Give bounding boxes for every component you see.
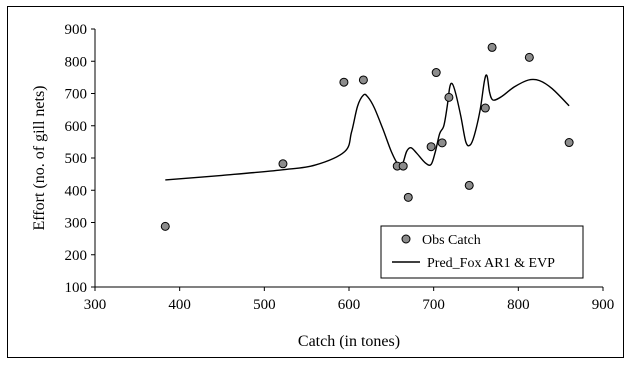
pred-line-series: [165, 74, 570, 181]
obs-catch-point: [487, 42, 497, 52]
y-tick-label: 400: [65, 183, 88, 199]
x-tick-label: 400: [168, 297, 191, 313]
obs-catch-point: [437, 138, 447, 148]
obs-catch-point: [160, 221, 170, 231]
x-tick-label: 800: [507, 297, 530, 313]
y-tick-label: 800: [65, 54, 88, 70]
y-axis-title: Effort (no. of gill nets): [31, 85, 48, 230]
obs-catch-point: [464, 180, 474, 190]
obs-catch-point: [480, 103, 490, 113]
chart-frame: [7, 6, 624, 358]
x-tick-label: 600: [338, 297, 361, 313]
y-tick-label: 100: [65, 280, 88, 296]
y-tick-label: 300: [65, 216, 88, 232]
legend: Obs Catch Pred_Fox AR1 & EVP: [380, 225, 584, 279]
legend-obs-marker: [401, 234, 411, 244]
y-tick-label: 900: [65, 22, 88, 38]
x-tick-label: 900: [592, 297, 615, 313]
obs-catch-point: [403, 192, 413, 202]
y-tick-label: 200: [65, 248, 88, 264]
x-tick-label: 700: [422, 297, 445, 313]
x-axis-title: Catch (in tones): [298, 333, 400, 350]
y-tick-label: 600: [65, 119, 88, 135]
x-tick-label: 500: [253, 297, 276, 313]
legend-box: [380, 225, 584, 279]
y-tick-label: 700: [65, 87, 88, 103]
obs-catch-point: [444, 92, 454, 102]
x-tick-label: 300: [84, 297, 107, 313]
y-tick-label: 500: [65, 151, 88, 167]
obs-points: [160, 42, 574, 231]
legend-obs-label: Obs Catch: [422, 233, 481, 248]
x-axis-ticks: 300 400 500 600 700 800 900: [84, 287, 615, 313]
obs-catch-point: [358, 75, 368, 85]
y-axis-ticks: 100 200 300 400 500 600 700 800 900: [65, 22, 95, 296]
obs-catch-point: [398, 161, 408, 171]
obs-catch-point: [278, 159, 288, 169]
obs-catch-point: [339, 77, 349, 87]
obs-catch-point: [524, 52, 534, 62]
obs-catch-point: [564, 138, 574, 148]
obs-catch-point: [426, 142, 436, 152]
legend-pred-label: Pred_Fox AR1 & EVP: [427, 256, 555, 271]
obs-catch-point: [431, 68, 441, 78]
